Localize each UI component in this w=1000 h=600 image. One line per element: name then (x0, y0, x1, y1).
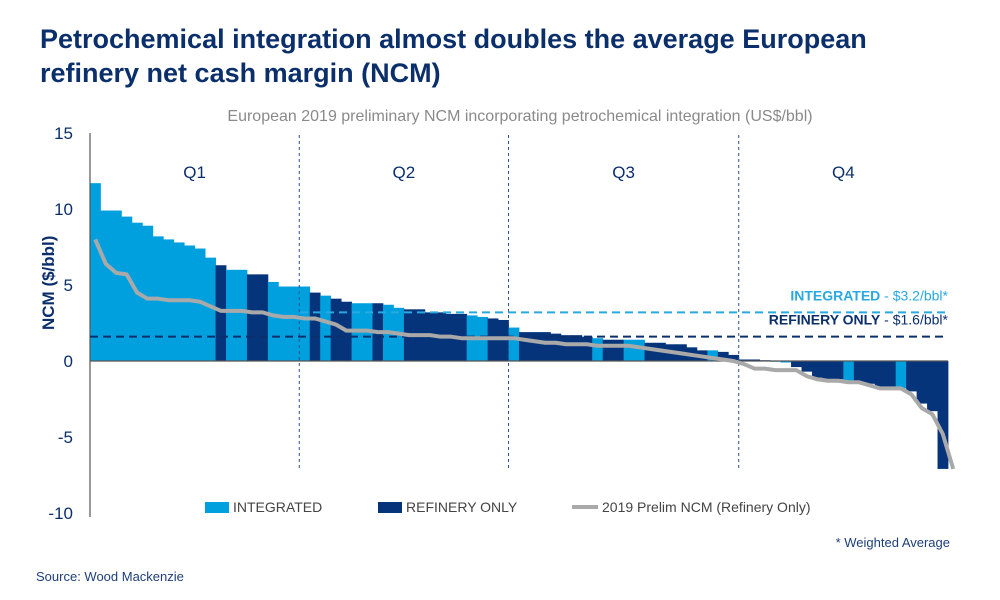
bar-refinery-only (822, 361, 834, 380)
bar-integrated (194, 248, 206, 361)
bar-refinery-only (801, 361, 813, 372)
bar-refinery-only (498, 319, 509, 361)
bar-refinery-only (215, 265, 227, 361)
average-value: - $3.2/bbl* (880, 287, 948, 303)
bar-integrated (90, 183, 101, 361)
bar-integrated (707, 350, 719, 361)
quartile-label: Q4 (832, 163, 855, 182)
bar-integrated (320, 295, 332, 361)
bar-refinery-only (529, 332, 541, 361)
bar-integrated (299, 286, 311, 361)
bar-refinery-only (330, 298, 342, 361)
bar-integrated (634, 339, 645, 361)
bar-refinery-only (539, 332, 551, 361)
y-tick-label: 0 (64, 352, 73, 371)
bar-integrated (226, 269, 237, 361)
footnote: * Weighted Average (835, 535, 950, 550)
line-series-prelim-ncm (93, 238, 956, 470)
page-title: Petrochemical integration almost doubles… (40, 24, 867, 88)
bar-integrated (592, 338, 604, 361)
bar-refinery-only (581, 336, 593, 361)
source-note: Source: Wood Mackenzie (36, 569, 184, 584)
bar-integrated (843, 361, 855, 381)
bar-refinery-only (791, 361, 802, 368)
bar-refinery-only (717, 351, 729, 361)
legend-label: 2019 Prelim NCM (Refinery Only) (602, 499, 811, 515)
bar-refinery-only (728, 354, 740, 361)
bar-refinery-only (864, 361, 876, 384)
bar-integrated (142, 225, 154, 361)
bar-refinery-only (560, 335, 572, 361)
bar-refinery-only (749, 359, 761, 361)
bar-integrated (121, 216, 133, 361)
bar-refinery-only (644, 342, 656, 361)
y-tick-label: 5 (64, 276, 73, 295)
bar-refinery-only (519, 332, 530, 361)
bar-refinery-only (571, 335, 583, 361)
bar-refinery-only (832, 361, 844, 380)
bar-refinery-only (550, 333, 562, 361)
legend-label: REFINERY ONLY (406, 499, 518, 515)
bar-refinery-only (246, 274, 258, 361)
bar-refinery-only (613, 339, 625, 361)
y-tick-label: 10 (54, 200, 73, 219)
chart-subtitle: European 2019 preliminary NCM incorporat… (227, 108, 813, 125)
bar-refinery-only (906, 361, 918, 392)
bar-integrated (895, 361, 907, 389)
bar-integrated (267, 281, 279, 361)
bar-integrated (508, 327, 520, 361)
quartile-label: Q1 (183, 163, 206, 182)
bar-refinery-only (602, 339, 614, 361)
bar-integrated (236, 269, 248, 361)
bar-refinery-only (937, 361, 949, 469)
legend-swatch (378, 502, 402, 513)
bar-integrated (278, 286, 290, 361)
bar-integrated (100, 210, 112, 361)
average-label: INTEGRATED - $3.2/bbl* (790, 287, 948, 303)
bar-integrated (288, 286, 300, 361)
bar-refinery-only (927, 361, 938, 412)
quartile-label: Q2 (393, 163, 416, 182)
legend-swatch (205, 502, 229, 513)
y-axis-title: NCM ($/bbl) (39, 236, 58, 330)
bar-refinery-only (257, 274, 269, 361)
y-tick-label: -5 (58, 428, 73, 447)
bar-refinery-only (738, 359, 750, 361)
average-value: - $1.6/bbl* (880, 312, 948, 328)
bar-integrated (110, 210, 122, 361)
bar-refinery-only (309, 292, 321, 361)
bar-refinery-only (885, 361, 897, 387)
average-name: INTEGRATED (790, 287, 880, 303)
average-label: REFINERY ONLY - $1.6/bbl* (769, 312, 949, 328)
average-name: REFINERY ONLY (769, 312, 881, 328)
y-tick-label: -10 (48, 504, 73, 523)
bar-refinery-only (811, 361, 823, 378)
bar-integrated (780, 361, 792, 363)
legend-label: INTEGRATED (233, 499, 322, 515)
bar-integrated (184, 245, 196, 361)
bar-integrated (623, 339, 635, 361)
quartile-label: Q3 (612, 163, 635, 182)
bar-integrated (205, 257, 216, 361)
bar-refinery-only (853, 361, 865, 384)
bar-refinery-only (874, 361, 886, 387)
bar-refinery-only (916, 361, 928, 404)
y-tick-label: 15 (54, 124, 73, 143)
